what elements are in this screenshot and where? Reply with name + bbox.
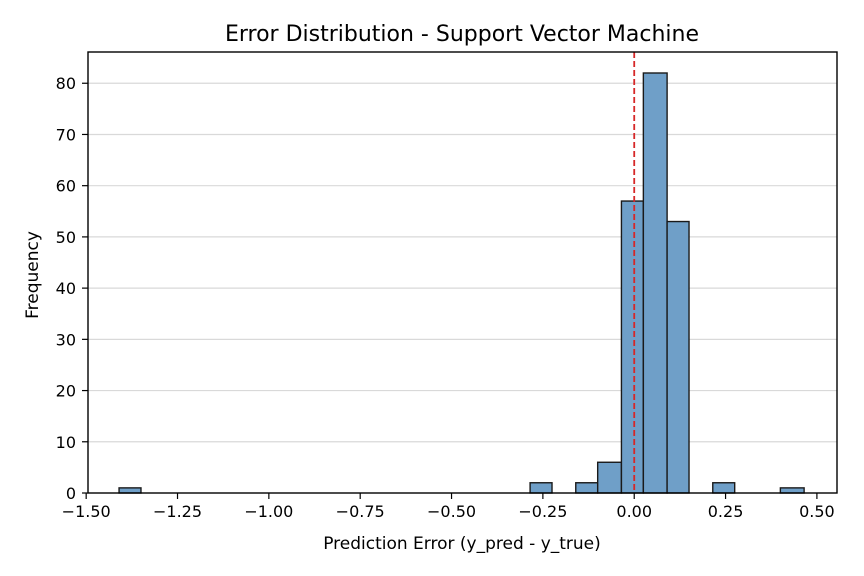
- histogram-bar-0: [118, 487, 142, 494]
- histogram-bar-8: [779, 487, 805, 494]
- x-tick-label-6: 0.00: [616, 502, 652, 521]
- y-tick-label-5: 50: [56, 228, 76, 247]
- x-axis-label: Prediction Error (y_pred - y_true): [323, 534, 601, 554]
- y-tick-label-4: 40: [56, 279, 76, 298]
- x-tick-label-5: −0.25: [518, 502, 567, 521]
- x-tick-label-4: −0.50: [427, 502, 476, 521]
- x-tick-label-7: 0.25: [708, 502, 744, 521]
- y-tick-label-0: 0: [66, 484, 76, 503]
- x-tick-label-1: −1.25: [153, 502, 202, 521]
- y-tick-label-1: 10: [56, 433, 76, 452]
- chart-title: Error Distribution - Support Vector Mach…: [225, 22, 699, 47]
- y-tick-label-2: 20: [56, 382, 76, 401]
- gridlines: [88, 82, 837, 443]
- histogram-bar-6: [666, 220, 690, 494]
- x-tick-label-0: −1.50: [62, 502, 111, 521]
- y-tick-label-3: 30: [56, 330, 76, 349]
- y-tick-label-7: 70: [56, 125, 76, 144]
- y-axis-label: Frequency: [23, 231, 43, 319]
- x-tick-label-3: −0.75: [336, 502, 385, 521]
- histogram-bar-1: [529, 482, 553, 494]
- histogram-bar-2: [575, 482, 599, 494]
- x-tick-label-8: 0.50: [799, 502, 835, 521]
- y-tick-label-8: 80: [56, 74, 76, 93]
- y-axis-ticks: 0 10 20 30 40 50 60 70 80: [56, 74, 88, 503]
- x-tick-label-2: −1.00: [244, 502, 293, 521]
- x-axis-ticks: −1.50 −1.25 −1.00 −0.75 −0.50 −0.25 0.00 0.25 0.…: [62, 493, 835, 521]
- histogram-bar-4: [620, 200, 645, 494]
- histogram-bar-7: [712, 482, 736, 494]
- histogram-bar-3: [596, 461, 623, 494]
- histogram-bar-5: [642, 72, 668, 494]
- y-tick-label-6: 60: [56, 177, 76, 196]
- histogram-bars: [118, 72, 805, 494]
- plot-frame: [87, 51, 838, 494]
